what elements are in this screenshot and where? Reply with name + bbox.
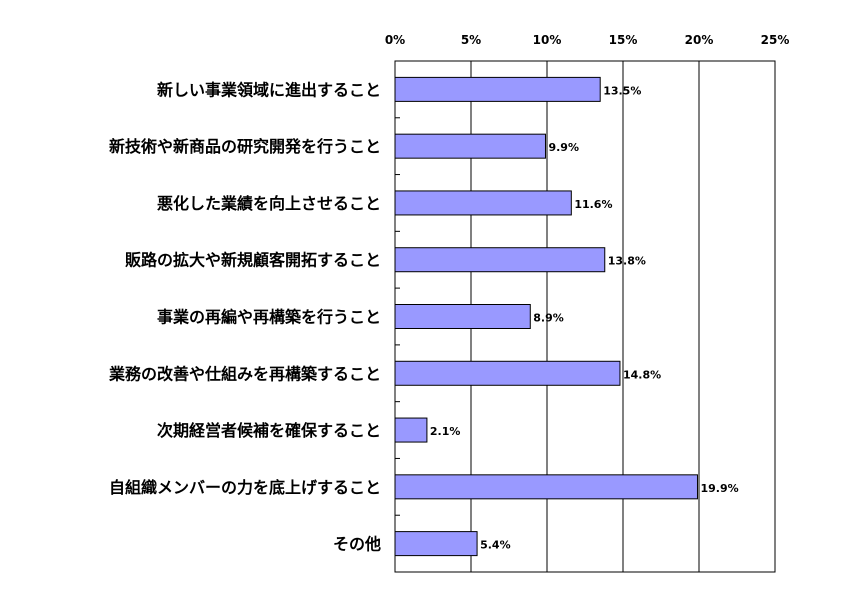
data-label: 19.9% xyxy=(700,482,738,495)
category-label: 新しい事業領域に進出すること xyxy=(157,80,381,99)
data-label: 8.9% xyxy=(533,312,564,325)
axes xyxy=(394,60,776,573)
category-label: 事業の再編や再構築を行うこと xyxy=(157,308,381,327)
bar xyxy=(394,133,546,159)
data-label: 5.4% xyxy=(480,539,511,552)
data-label: 2.1% xyxy=(430,425,461,438)
category-label: 販路の拡大や新規顧客開拓すること xyxy=(125,251,381,270)
data-label: 9.9% xyxy=(548,141,579,154)
x-tick-label: 10% xyxy=(533,33,562,47)
bar xyxy=(394,304,531,329)
bar xyxy=(394,417,428,443)
bar xyxy=(394,474,698,500)
data-label: 14.8% xyxy=(623,368,661,381)
bar xyxy=(394,190,572,216)
category-label: 自組織メンバーの力を底上げすること xyxy=(109,478,381,497)
category-label: 次期経営者候補を確保すること xyxy=(157,421,381,440)
x-tick-label: 5% xyxy=(461,33,481,47)
data-label: 13.5% xyxy=(603,84,641,97)
data-label: 11.6% xyxy=(574,198,612,211)
labels: 0% 5% 10% 15% 20% 25% 新しい事業領域に進出すること 13.5% 新技術や新… xyxy=(108,33,789,554)
category-label: 新技術や新商品の研究開発を行うこと xyxy=(109,137,381,156)
x-tick-label: 25% xyxy=(761,33,790,47)
x-tick-label: 0% xyxy=(385,33,405,47)
x-tick-label: 15% xyxy=(609,33,638,47)
bar xyxy=(394,360,621,386)
bar xyxy=(394,76,601,102)
plot-frame xyxy=(394,60,776,573)
category-label: 悪化した業績を向上させること xyxy=(157,194,381,213)
bar xyxy=(394,531,478,557)
bar xyxy=(394,247,606,273)
data-label: 13.8% xyxy=(608,255,646,268)
x-tick-label: 20% xyxy=(685,33,714,47)
category-label: その他 xyxy=(333,535,381,554)
category-label: 業務の改善や仕組みを再構築すること xyxy=(108,364,381,383)
